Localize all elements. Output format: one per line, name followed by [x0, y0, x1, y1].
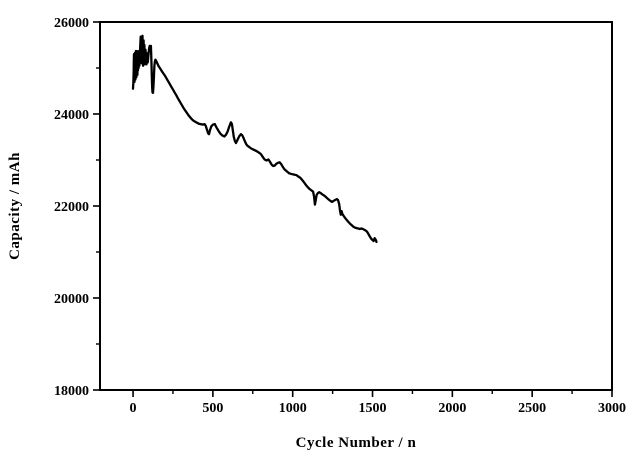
y-axis-title: Capacity / mAh — [7, 152, 23, 260]
x-tick-label: 500 — [202, 401, 223, 416]
y-tick-label: 22000 — [54, 200, 89, 215]
y-tick-label: 24000 — [54, 108, 89, 123]
y-tick-label: 20000 — [54, 292, 89, 307]
tick-labels: 0 500 1000 1500 2000 2500 3000 18000 20000 22000 2… — [54, 16, 626, 416]
y-tick-label: 26000 — [54, 16, 89, 31]
x-tick-label: 1000 — [279, 401, 307, 416]
y-axis-ticks — [93, 21, 100, 391]
x-tick-label: 0 — [130, 401, 137, 416]
data-series-line — [131, 34, 378, 244]
x-tick-label: 2500 — [518, 401, 546, 416]
x-axis-title: Cycle Number / n — [296, 435, 417, 451]
y-tick-label: 18000 — [54, 384, 89, 399]
x-tick-label: 1500 — [359, 401, 387, 416]
x-tick-label: 3000 — [598, 401, 626, 416]
plot-frame — [99, 21, 613, 391]
x-axis-ticks — [132, 390, 613, 397]
x-tick-label: 2000 — [438, 401, 466, 416]
